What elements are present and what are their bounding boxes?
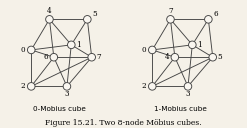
Circle shape — [27, 83, 35, 90]
Circle shape — [148, 83, 156, 90]
Text: 5: 5 — [92, 9, 97, 18]
Text: Figure 15.21. Two 8-node Möbius cubes.: Figure 15.21. Two 8-node Möbius cubes. — [45, 119, 202, 127]
Circle shape — [67, 41, 75, 49]
Text: 3: 3 — [186, 90, 190, 98]
Circle shape — [88, 53, 96, 61]
Text: 3: 3 — [65, 90, 69, 98]
Text: 1: 1 — [197, 41, 202, 49]
Circle shape — [148, 46, 156, 54]
Text: 7: 7 — [97, 53, 101, 61]
Text: 4: 4 — [165, 53, 169, 61]
Text: 0-Mobius cube: 0-Mobius cube — [33, 106, 86, 112]
Circle shape — [188, 41, 196, 49]
Circle shape — [171, 53, 179, 61]
Text: 5: 5 — [218, 53, 222, 61]
Circle shape — [167, 15, 174, 23]
Circle shape — [27, 46, 35, 54]
Circle shape — [46, 15, 53, 23]
Text: 1: 1 — [76, 41, 81, 49]
Circle shape — [205, 15, 212, 23]
Circle shape — [63, 83, 71, 90]
Circle shape — [50, 53, 58, 61]
Text: 4: 4 — [47, 7, 52, 15]
Text: 6: 6 — [213, 9, 218, 18]
Text: 6: 6 — [43, 53, 48, 61]
Circle shape — [83, 15, 91, 23]
Text: 0: 0 — [21, 46, 25, 54]
Text: 0: 0 — [142, 46, 146, 54]
Circle shape — [209, 53, 217, 61]
Text: 7: 7 — [168, 7, 173, 15]
Text: 1-Mobius cube: 1-Mobius cube — [154, 106, 207, 112]
Text: 2: 2 — [21, 82, 25, 90]
Text: 2: 2 — [142, 82, 146, 90]
Circle shape — [184, 83, 192, 90]
